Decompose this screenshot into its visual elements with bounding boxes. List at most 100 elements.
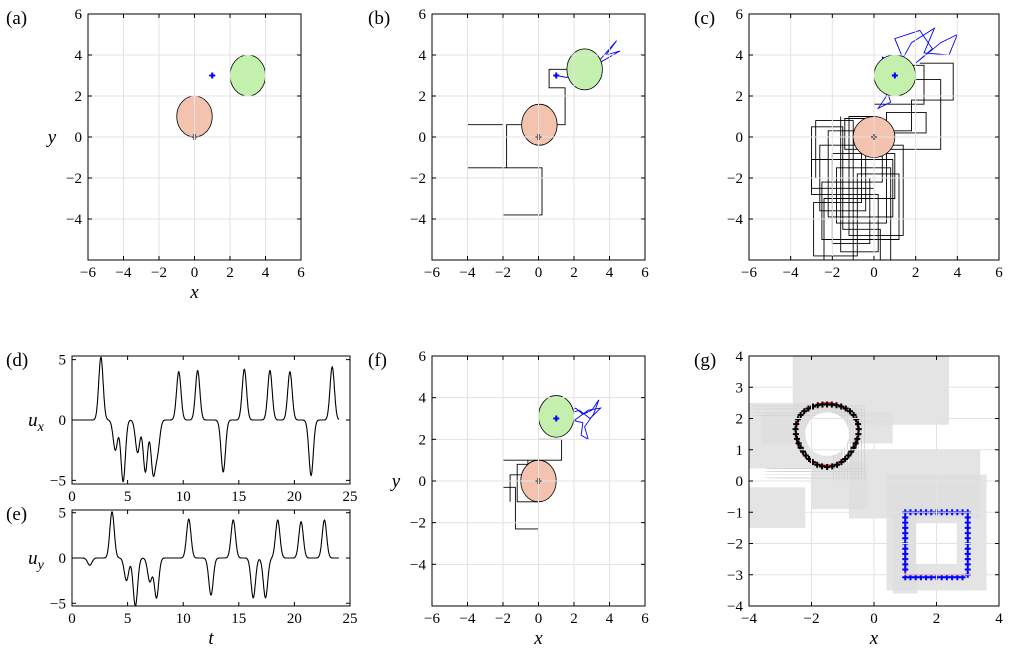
- circle-tracking-marker: [792, 431, 799, 438]
- square-tracking-marker: [902, 524, 909, 531]
- y-tick-label: 4: [419, 48, 427, 64]
- circle-tracking-marker: [794, 416, 801, 423]
- agent-disc-green: [229, 54, 266, 97]
- panel-label-f: (f): [368, 350, 387, 371]
- circle-tracking-marker: [793, 435, 800, 442]
- y-tick-label: −4: [66, 212, 82, 228]
- x-tick-label: 4: [954, 265, 962, 281]
- circle-tracking-marker: [793, 421, 800, 428]
- square-tracking-marker: [902, 550, 909, 557]
- circle-tracking-marker: [814, 402, 821, 409]
- control-signal-line: [72, 510, 339, 606]
- y-tick-label: 4: [736, 48, 744, 64]
- x-tick-label: 2: [933, 611, 941, 627]
- trajectory-path: [811, 64, 927, 260]
- x-tick-label: −2: [495, 265, 511, 281]
- panel-c: −6 −4 −2 0 2 4 6 −4 −2 0 2 4 6: [727, 7, 1003, 281]
- y-tick-label: 0: [75, 130, 83, 146]
- panel-a: −6 −4 −2 0 2 4 6 −4 −2 0 2 4 6 x y: [46, 7, 305, 303]
- y-tick-label: −4: [410, 212, 426, 228]
- grey-region: [749, 487, 806, 528]
- y-tick-label: −4: [410, 557, 426, 573]
- x-tick-label: 0: [68, 611, 76, 627]
- square-tracking-marker: [902, 530, 909, 537]
- x-tick-label: 6: [641, 265, 649, 281]
- panel-label-g: (g): [694, 350, 716, 371]
- plot-area: [72, 356, 340, 483]
- y-tick-label: 6: [75, 7, 83, 23]
- x-tick-label: 6: [297, 265, 305, 281]
- square-tracking-marker: [902, 561, 909, 568]
- square-tracking-marker: [902, 566, 909, 573]
- circle-tracking-marker: [829, 463, 836, 470]
- x-tick-label: −6: [80, 265, 96, 281]
- y-tick-label: −2: [410, 516, 426, 532]
- y-tick-label: 0: [59, 413, 67, 429]
- x-tick-label: 6: [995, 265, 1003, 281]
- y-tick-label: −1: [727, 505, 743, 521]
- circle-tracking-marker: [842, 405, 849, 412]
- circle-tracking-marker: [802, 452, 809, 459]
- x-tick-label: −4: [783, 265, 799, 281]
- x-tick-label: 2: [226, 265, 234, 281]
- x-tick-label: 15: [231, 611, 246, 627]
- target-marker: [553, 415, 560, 422]
- x-tick-label: −2: [804, 611, 820, 627]
- circle-tracking-marker: [847, 408, 854, 415]
- x-tick-label: 15: [231, 489, 246, 505]
- x-tick-label: 0: [870, 611, 878, 627]
- x-tick-label: 10: [176, 611, 191, 627]
- y-tick-label: 0: [419, 130, 427, 146]
- target-marker: [553, 72, 560, 79]
- x-tick-label: −2: [151, 265, 167, 281]
- x-tick-label: −6: [741, 265, 757, 281]
- y-tick-label: 0: [419, 474, 427, 490]
- panel-label-e: (e): [6, 504, 27, 525]
- x-tick-label: 4: [995, 611, 1003, 627]
- circle-tracking-marker: [853, 416, 860, 423]
- y-tick-label: −2: [727, 537, 743, 553]
- x-axis-label: x: [189, 282, 199, 303]
- square-tracking-marker: [964, 556, 971, 563]
- circle-tracking-marker: [855, 426, 862, 433]
- x-axis-label: x: [869, 628, 879, 649]
- y-axis-label: uy: [28, 548, 45, 573]
- x-tick-label: 2: [912, 265, 920, 281]
- square-tracking-marker: [964, 561, 971, 568]
- y-tick-label: 5: [59, 353, 67, 369]
- circle-interior: [805, 412, 849, 456]
- x-tick-label: 20: [287, 611, 302, 627]
- x-axis-label: t: [208, 628, 214, 649]
- y-axis-label: y: [390, 471, 401, 492]
- x-tick-label: 20: [287, 489, 302, 505]
- y-tick-label: 2: [419, 432, 427, 448]
- y-tick-label: 2: [75, 89, 83, 105]
- x-tick-label: 0: [535, 265, 543, 281]
- x-tick-label: 5: [124, 489, 132, 505]
- square-tracking-marker: [964, 566, 971, 573]
- panel-b: −6 −4 −2 0 2 4 6 −4 −2 0 2 4 6: [410, 7, 649, 281]
- circle-tracking-marker: [795, 440, 802, 447]
- circle-tracking-marker: [814, 461, 821, 468]
- plot-area: [467, 40, 621, 216]
- target-marker: [209, 72, 216, 79]
- y-tick-label: −2: [727, 171, 743, 187]
- y-tick-label: 6: [419, 7, 427, 23]
- x-tick-label: 5: [124, 611, 132, 627]
- plot-area: [72, 510, 339, 606]
- circle-tracking-marker: [845, 452, 852, 459]
- square-tracking-marker: [964, 535, 971, 542]
- y-tick-label: −5: [50, 473, 66, 489]
- x-tick-label: 0: [535, 611, 543, 627]
- x-tick-label: 0: [68, 489, 76, 505]
- circle-tracking-marker: [809, 459, 816, 466]
- panel-label-d: (d): [6, 350, 28, 371]
- y-axis-label: ux: [28, 410, 45, 435]
- control-signal-line: [72, 356, 340, 483]
- y-tick-label: −5: [50, 596, 66, 612]
- y-tick-label: 0: [736, 130, 744, 146]
- square-tracking-marker: [964, 530, 971, 537]
- square-tracking-marker: [964, 519, 971, 526]
- y-tick-label: 2: [736, 89, 744, 105]
